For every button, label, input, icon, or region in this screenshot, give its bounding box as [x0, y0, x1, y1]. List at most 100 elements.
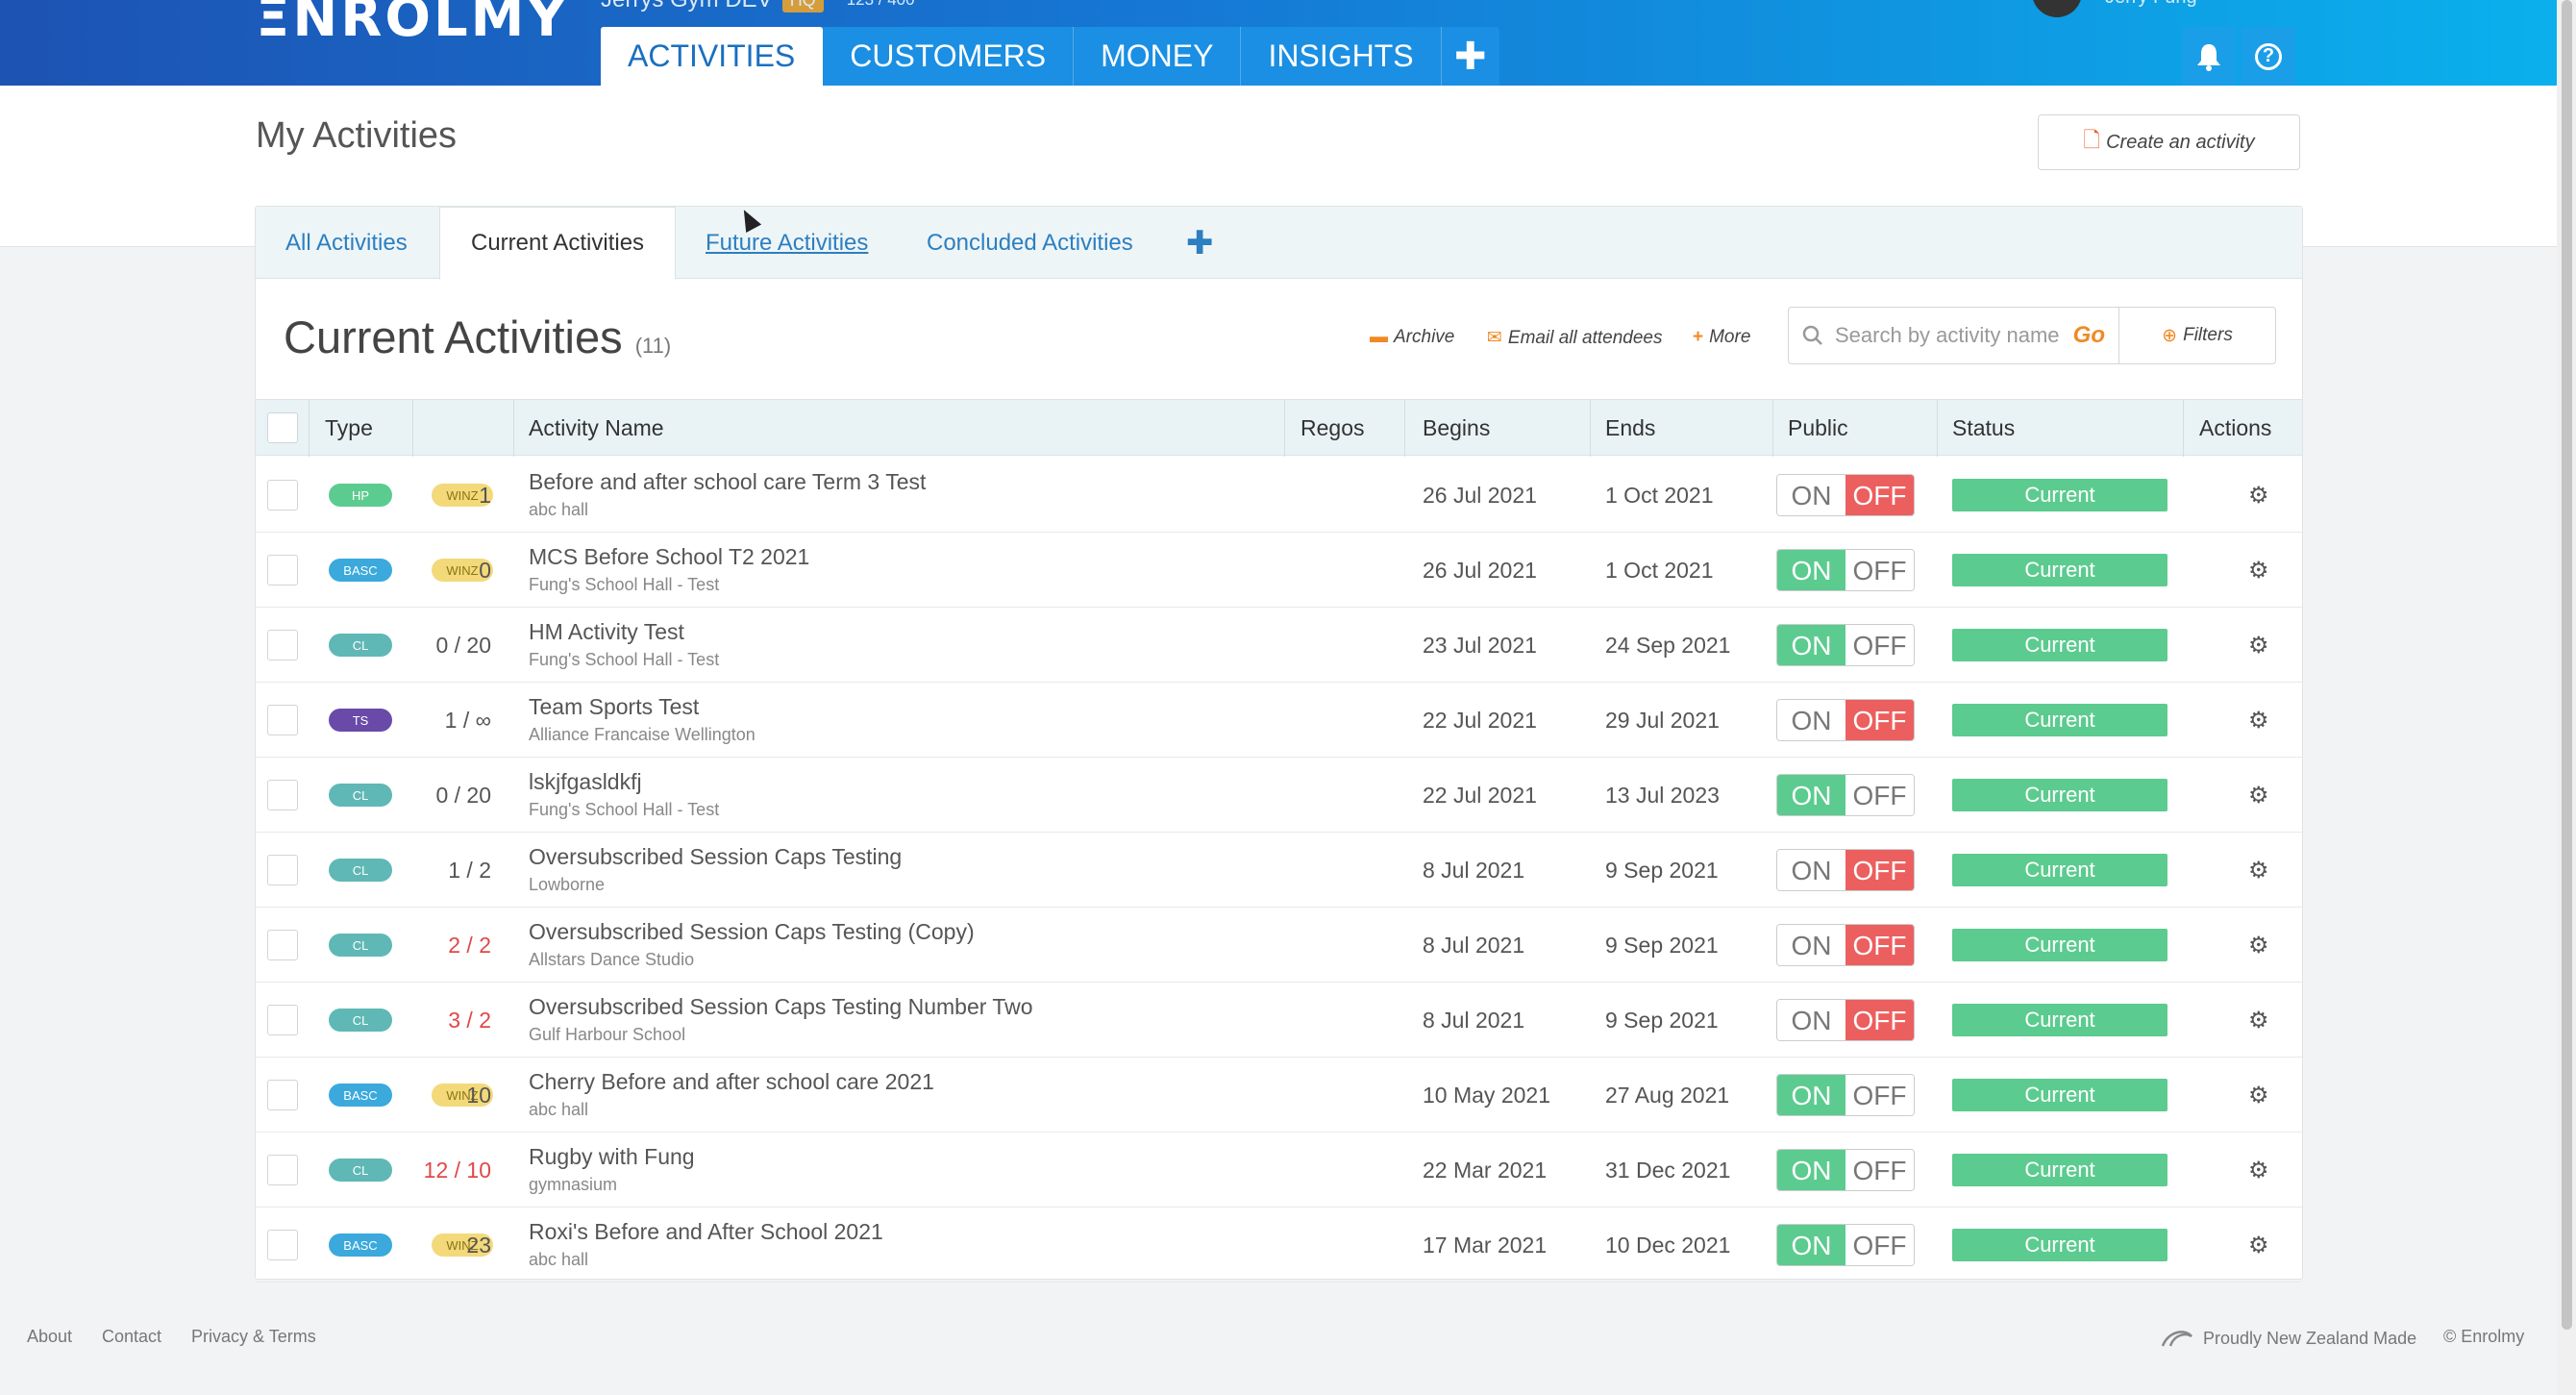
- activity-name-link[interactable]: Cherry Before and after school care 2021: [529, 1069, 934, 1094]
- row-checkbox[interactable]: [267, 480, 298, 511]
- row-checkbox[interactable]: [267, 630, 298, 660]
- public-toggle[interactable]: ON OFF: [1776, 924, 1915, 966]
- gear-icon[interactable]: ⚙: [2248, 632, 2269, 659]
- activity-name-link[interactable]: Oversubscribed Session Caps Testing (Cop…: [529, 919, 975, 944]
- archive-button[interactable]: ▬ Archive: [1370, 327, 1454, 348]
- nav-add-button[interactable]: ✚: [1453, 35, 1487, 78]
- public-on-option[interactable]: ON: [1777, 1075, 1845, 1115]
- public-on-option[interactable]: ON: [1777, 700, 1845, 740]
- activity-name-link[interactable]: Before and after school care Term 3 Test: [529, 469, 927, 494]
- table-row[interactable]: CL Oversubscribed Session Caps Testing (C…: [256, 908, 2302, 983]
- gear-icon[interactable]: ⚙: [2248, 1232, 2269, 1258]
- public-off-option[interactable]: OFF: [1845, 700, 1914, 740]
- table-row[interactable]: BASC WINZ Cherry Before and after school c…: [256, 1058, 2302, 1133]
- table-row[interactable]: BASC WINZ Roxi's Before and After School 2…: [256, 1208, 2302, 1283]
- regos-count[interactable]: 0: [479, 557, 491, 583]
- row-checkbox[interactable]: [267, 705, 298, 735]
- row-checkbox[interactable]: [267, 1005, 298, 1035]
- public-on-option[interactable]: ON: [1777, 550, 1845, 590]
- regos-count[interactable]: 1: [479, 482, 491, 508]
- email-attendees-button[interactable]: ✉ Email all attendees: [1487, 327, 1662, 349]
- enrolmy-logo[interactable]: ΞNROLMY: [256, 0, 569, 49]
- user-name[interactable]: Jerry Fung: [2105, 0, 2197, 9]
- footer-privacy-link[interactable]: Privacy & Terms: [191, 1327, 316, 1346]
- table-row[interactable]: CL lskjfgasldkfj Fung's School Hall - Test…: [256, 758, 2302, 833]
- public-off-option[interactable]: OFF: [1845, 550, 1914, 590]
- public-off-option[interactable]: OFF: [1845, 850, 1914, 890]
- public-toggle[interactable]: ON OFF: [1776, 1149, 1915, 1191]
- tab-current-activities[interactable]: Current Activities: [439, 207, 677, 280]
- public-off-option[interactable]: OFF: [1845, 1150, 1914, 1190]
- public-toggle[interactable]: ON OFF: [1776, 699, 1915, 741]
- table-row[interactable]: CL Oversubscribed Session Caps Testing Low…: [256, 833, 2302, 908]
- table-row[interactable]: CL HM Activity Test Fung's School Hall - T…: [256, 608, 2302, 683]
- public-toggle[interactable]: ON OFF: [1776, 849, 1915, 891]
- header-regos[interactable]: Regos: [1300, 415, 1365, 440]
- public-on-option[interactable]: ON: [1777, 475, 1845, 515]
- public-off-option[interactable]: OFF: [1845, 625, 1914, 665]
- notifications-button[interactable]: [2182, 27, 2236, 86]
- public-toggle[interactable]: ON OFF: [1776, 549, 1915, 591]
- public-on-option[interactable]: ON: [1777, 625, 1845, 665]
- regos-count[interactable]: 0 / 20: [435, 782, 491, 808]
- activity-name-link[interactable]: HM Activity Test: [529, 619, 684, 644]
- nav-tab-activities[interactable]: ACTIVITIES: [601, 27, 824, 86]
- row-checkbox[interactable]: [267, 1080, 298, 1110]
- help-button[interactable]: ?: [2242, 27, 2295, 86]
- table-row[interactable]: BASC WINZ MCS Before School T2 2021 Fung's …: [256, 533, 2302, 608]
- row-checkbox[interactable]: [267, 1155, 298, 1185]
- header-type[interactable]: Type: [325, 415, 373, 440]
- table-row[interactable]: CL Oversubscribed Session Caps Testing Nu…: [256, 983, 2302, 1058]
- public-toggle[interactable]: ON OFF: [1776, 1074, 1915, 1116]
- select-all-checkbox[interactable]: [267, 412, 298, 443]
- activity-name-link[interactable]: Oversubscribed Session Caps Testing: [529, 844, 903, 869]
- gear-icon[interactable]: ⚙: [2248, 1082, 2269, 1109]
- public-off-option[interactable]: OFF: [1845, 925, 1914, 965]
- public-on-option[interactable]: ON: [1777, 1225, 1845, 1265]
- footer-about-link[interactable]: About: [27, 1327, 73, 1346]
- public-toggle[interactable]: ON OFF: [1776, 774, 1915, 816]
- search-input[interactable]: Search by activity name: [1835, 323, 2060, 347]
- activity-name-link[interactable]: Rugby with Fung: [529, 1144, 695, 1169]
- gear-icon[interactable]: ⚙: [2248, 707, 2269, 734]
- row-checkbox[interactable]: [267, 555, 298, 585]
- header-activity-name[interactable]: Activity Name: [529, 415, 664, 440]
- header-ends[interactable]: Ends: [1605, 415, 1656, 440]
- regos-count[interactable]: 1 / 2: [448, 857, 491, 883]
- row-checkbox[interactable]: [267, 1230, 298, 1260]
- gear-icon[interactable]: ⚙: [2248, 782, 2269, 809]
- public-toggle[interactable]: ON OFF: [1776, 999, 1915, 1041]
- gear-icon[interactable]: ⚙: [2248, 932, 2269, 959]
- public-on-option[interactable]: ON: [1777, 925, 1845, 965]
- table-row[interactable]: HP WINZ Before and after school care Term …: [256, 458, 2302, 533]
- row-checkbox[interactable]: [267, 930, 298, 960]
- regos-count[interactable]: 10: [466, 1082, 491, 1108]
- regos-count[interactable]: 1 / ∞: [444, 707, 491, 733]
- public-toggle[interactable]: ON OFF: [1776, 1224, 1915, 1266]
- search-go-button[interactable]: Go: [2072, 322, 2105, 348]
- gear-icon[interactable]: ⚙: [2248, 557, 2269, 584]
- tab-concluded-activities[interactable]: Concluded Activities: [927, 229, 1133, 256]
- add-tab-button[interactable]: ✚: [1186, 224, 1214, 262]
- public-on-option[interactable]: ON: [1777, 1150, 1845, 1190]
- user-avatar[interactable]: [2032, 0, 2082, 17]
- table-row[interactable]: TS Team Sports Test Alliance Francaise Wel…: [256, 683, 2302, 758]
- regos-count[interactable]: 3 / 2: [448, 1007, 491, 1033]
- header-public[interactable]: Public: [1788, 415, 1848, 440]
- scrollbar-thumb[interactable]: [2562, 0, 2572, 1330]
- public-off-option[interactable]: OFF: [1845, 775, 1914, 815]
- public-off-option[interactable]: OFF: [1845, 1075, 1914, 1115]
- filters-button[interactable]: ⊕ Filters: [2118, 307, 2276, 364]
- nav-tab-customers[interactable]: CUSTOMERS: [823, 27, 1075, 86]
- tab-all-activities[interactable]: All Activities: [285, 229, 408, 256]
- org-selector[interactable]: Jerrys Gym DEV HQ 123 / 400: [601, 0, 915, 13]
- regos-count[interactable]: 12 / 10: [423, 1157, 491, 1183]
- gear-icon[interactable]: ⚙: [2248, 857, 2269, 884]
- nav-tab-insights[interactable]: INSIGHTS: [1241, 27, 1442, 86]
- public-toggle[interactable]: ON OFF: [1776, 624, 1915, 666]
- public-on-option[interactable]: ON: [1777, 775, 1845, 815]
- activity-name-link[interactable]: Oversubscribed Session Caps Testing Numb…: [529, 994, 1033, 1019]
- public-off-option[interactable]: OFF: [1845, 475, 1914, 515]
- public-off-option[interactable]: OFF: [1845, 1225, 1914, 1265]
- public-off-option[interactable]: OFF: [1845, 1000, 1914, 1040]
